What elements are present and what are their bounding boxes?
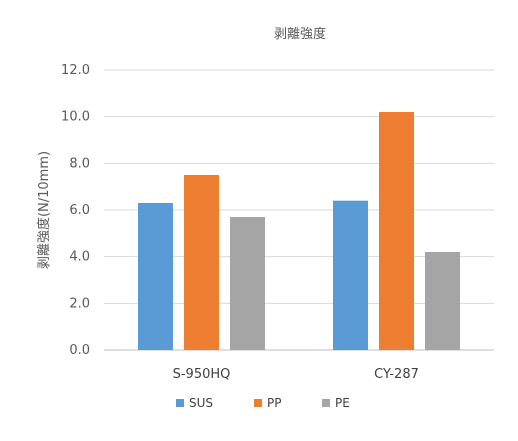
bar-pp-s-950hq [184,175,219,350]
y-tick-label: 4.0 [69,250,90,265]
legend-swatch [254,399,262,407]
bars [138,112,460,350]
legend-item-pe: PE [322,396,350,410]
legend-swatch [176,399,184,407]
y-tick-label: 10.0 [61,110,90,125]
bar-pe-cy-287 [425,252,460,350]
x-category-label: S-950HQ [173,367,231,382]
y-axis-tick-labels: 0.0 2.0 4.0 6.0 8.0 10.0 12.0 [61,63,90,358]
legend: SUS PP PE [176,396,350,410]
legend-label: PE [335,396,350,410]
bar-sus-cy-287 [333,200,368,350]
y-tick-label: 6.0 [69,203,90,218]
legend-label: SUS [189,396,213,410]
legend-item-sus: SUS [176,396,213,410]
y-tick-label: 8.0 [69,156,90,171]
x-axis-category-labels: S-950HQ CY-287 [173,367,419,382]
chart-title: 剥離強度 [274,26,326,42]
bar-pp-cy-287 [379,112,414,350]
y-tick-label: 2.0 [69,296,90,311]
legend-swatch [322,399,330,407]
legend-item-pp: PP [254,396,281,410]
y-axis-title: 剥離強度(N/10mm) [36,151,52,269]
bar-pe-s-950hq [230,217,265,350]
bar-sus-s-950hq [138,203,173,350]
y-tick-label: 12.0 [61,63,90,78]
y-tick-label: 0.0 [69,343,90,358]
legend-label: PP [267,396,281,410]
x-category-label: CY-287 [374,367,419,382]
